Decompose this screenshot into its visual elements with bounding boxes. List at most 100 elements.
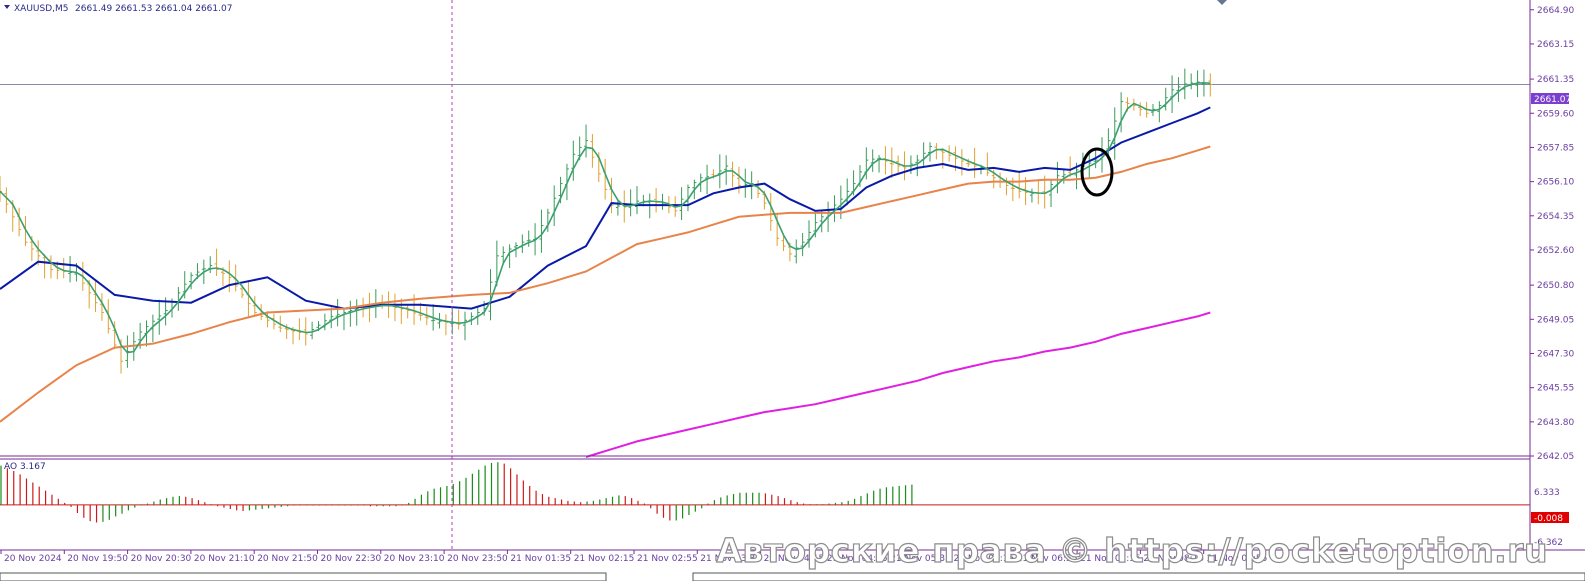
price-bar — [1208, 73, 1213, 97]
scrollbar-left-frame[interactable] — [0, 572, 607, 581]
time-tick-label: 21 Nov 08:55 — [1207, 554, 1268, 564]
price-bar — [889, 147, 894, 178]
price-bar — [437, 313, 442, 329]
price-bar — [590, 134, 595, 168]
price-bar — [1061, 168, 1066, 184]
price-bar — [915, 154, 920, 177]
ao-current-tag — [1531, 512, 1569, 523]
symbol-label: XAUUSD,M5 — [14, 4, 69, 14]
price-bar — [679, 187, 684, 221]
time-tick-label: 21 Nov 06:15 — [954, 554, 1015, 564]
price-bar — [526, 230, 531, 247]
price-tick-label: 2661.35 — [1537, 75, 1574, 85]
price-tick-label: 2657.85 — [1537, 143, 1574, 153]
price-bar — [1138, 102, 1143, 117]
price-bar — [966, 158, 971, 168]
price-tick-label: 2645.55 — [1537, 384, 1574, 394]
price-bar — [1112, 107, 1117, 160]
time-tick-label: 20 Nov 2024 — [4, 554, 62, 564]
price-tick-label: 2642.05 — [1537, 452, 1574, 462]
price-bar — [1157, 101, 1162, 123]
ao-histogram — [0, 462, 1530, 523]
price-tick-label: 2650.80 — [1537, 281, 1574, 291]
scroll-marker-icon[interactable] — [1217, 0, 1227, 5]
price-tick-label: 2647.30 — [1537, 349, 1574, 359]
price-bar — [736, 166, 741, 194]
price-bar — [806, 220, 811, 248]
price-bar — [501, 246, 506, 265]
time-tick-label: 21 Nov 04:15 — [764, 554, 825, 564]
ohlc-values: 2661.49 2661.53 2661.04 2661.07 — [75, 4, 232, 14]
price-bar — [405, 304, 410, 319]
price-bar — [214, 248, 219, 277]
price-bar — [928, 142, 933, 162]
time-tick-label: 21 Nov 02:55 — [637, 554, 698, 564]
annotation-ellipse[interactable] — [1080, 147, 1114, 197]
price-bar — [800, 232, 805, 257]
ma-slow-line — [0, 145, 1211, 423]
ao-label: AO 3.167 — [4, 462, 46, 472]
price-tick-label: 2663.15 — [1537, 40, 1574, 50]
current-price-tag — [1531, 93, 1569, 104]
time-tick-label: 20 Nov 20:30 — [131, 554, 192, 564]
time-tick-label: 21 Nov 04:55 — [827, 554, 888, 564]
price-bar — [539, 209, 544, 253]
price-bar — [157, 299, 162, 335]
symbol-menu-icon[interactable] — [4, 5, 10, 9]
price-bar — [310, 321, 315, 340]
price-bar — [93, 279, 98, 313]
price-bar — [303, 317, 308, 346]
price-tick-label: 2659.60 — [1537, 109, 1574, 119]
price-tick-label: 2664.90 — [1537, 6, 1574, 16]
price-bar — [112, 321, 117, 350]
price-bar — [724, 155, 729, 185]
time-tick-label: 21 Nov 02:15 — [574, 554, 635, 564]
price-bar — [463, 311, 468, 341]
time-tick-label: 21 Nov 05:35 — [890, 554, 951, 564]
price-bar — [635, 186, 639, 215]
moving-averages — [0, 81, 1211, 458]
price-bar — [252, 296, 257, 317]
price-bar — [781, 235, 786, 252]
price-tick-label: 2656.10 — [1537, 178, 1574, 188]
price-tick-label: 2654.35 — [1537, 212, 1574, 222]
ma-long-line — [585, 311, 1211, 458]
price-axis-ticks: 2664.90 2663.15 2661.35 2659.60 2657.85 2656.… — [1530, 6, 1574, 462]
price-bar — [4, 187, 9, 214]
ma-fast-line — [0, 81, 1211, 354]
time-tick-label: 21 Nov 03:35 — [700, 554, 761, 564]
price-bar — [189, 272, 194, 290]
price-bar — [418, 302, 423, 321]
price-bar — [1176, 77, 1181, 102]
price-bar — [335, 299, 340, 327]
price-bar — [348, 300, 353, 327]
time-tick-label: 21 Nov 08:15 — [1143, 554, 1204, 564]
price-bar — [99, 293, 104, 321]
price-tick-label: 2643.80 — [1537, 418, 1574, 428]
price-bar — [870, 149, 875, 172]
price-bar — [265, 311, 270, 328]
ma-mid-line — [0, 106, 1211, 310]
price-bar — [730, 161, 735, 188]
time-tick-label: 20 Nov 23:10 — [384, 554, 445, 564]
price-tick-label: 2652.60 — [1537, 246, 1574, 256]
ao-bottom-value: -6.362 — [1534, 538, 1563, 548]
price-bar — [584, 124, 589, 158]
price-bar — [717, 154, 722, 189]
price-tick-label: 2649.05 — [1537, 315, 1574, 325]
scrollbar-right-frame[interactable] — [692, 572, 1585, 581]
ao-top-value: 6.333 — [1534, 488, 1560, 498]
time-tick-label: 20 Nov 22:30 — [321, 554, 382, 564]
time-tick-label: 20 Nov 23:50 — [447, 554, 508, 564]
copyright-watermark: Авторские права © https://pocketoption.r… — [716, 531, 1548, 570]
ao-current-label: -0.008 — [1534, 514, 1563, 524]
time-tick-label: 20 Nov 21:10 — [194, 554, 255, 564]
time-axis-labels: 20 Nov 2024 20 Nov 19:50 20 Nov 20:30 20 No… — [0, 550, 1268, 564]
time-tick-label: 20 Nov 21:50 — [257, 554, 318, 564]
time-tick-label: 20 Nov 19:50 — [67, 554, 128, 564]
time-tick-label: 21 Nov 06:55 — [1017, 554, 1078, 564]
time-tick-label: 21 Nov 01:35 — [510, 554, 571, 564]
price-bar — [354, 299, 359, 326]
